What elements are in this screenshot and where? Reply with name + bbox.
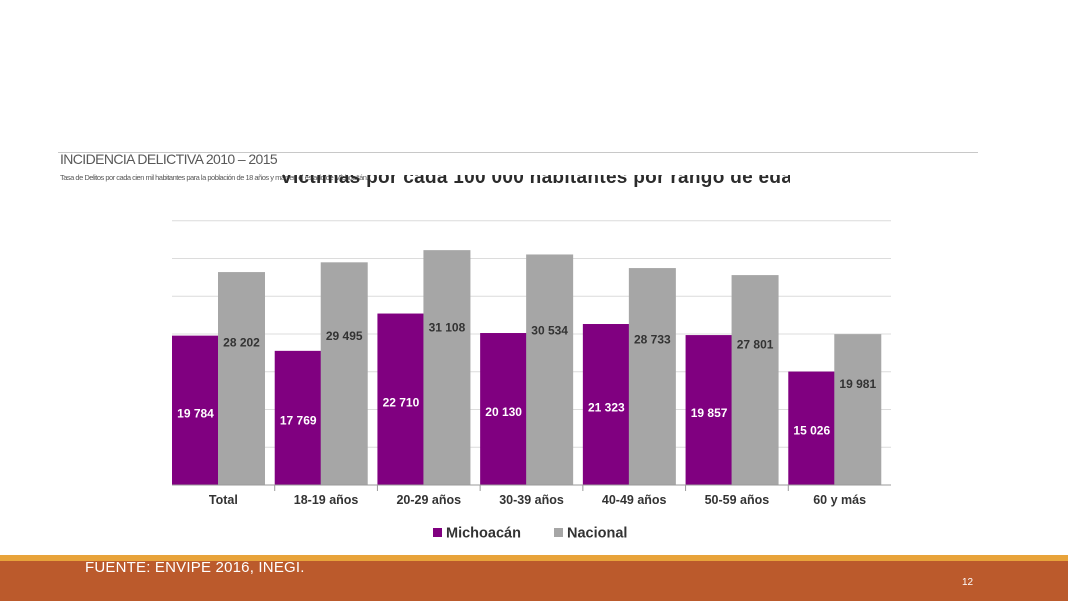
- bar-michoacan: [788, 371, 836, 485]
- x-tick-label: Total: [209, 493, 238, 507]
- bar-nacional: [834, 334, 882, 485]
- title-rule: [58, 152, 978, 153]
- bar-michoacan: [480, 333, 528, 485]
- bar-nacional: [423, 250, 471, 485]
- chart-data-labels: 19 784 28 202 17 769 29 495 22 710 31 108 20 1…: [177, 321, 876, 438]
- bar-nacional: [218, 272, 265, 485]
- bar-michoacan: [582, 324, 630, 485]
- legend-label: Michoacán: [446, 526, 521, 542]
- data-label: 20 130: [485, 405, 522, 419]
- chart-x-axis: Total 18-19 años 20-29 años 30-39 años 40-49…: [172, 484, 891, 507]
- bar-nacional: [526, 254, 574, 485]
- data-label: 28 733: [634, 333, 671, 347]
- legend-swatch: [433, 528, 442, 537]
- data-label: 19 981: [839, 377, 876, 391]
- data-label: 27 801: [737, 337, 774, 351]
- bar-nacional: [731, 275, 779, 485]
- legend-swatch: [554, 528, 563, 537]
- data-label: 30 534: [531, 324, 568, 338]
- bar-michoacan: [172, 335, 219, 485]
- x-tick-label: 18-19 años: [294, 493, 359, 507]
- x-tick-label: 50-59 años: [705, 493, 770, 507]
- data-label: 19 857: [691, 406, 728, 420]
- legend-label: Nacional: [567, 526, 627, 542]
- chart-title: Víctimas por cada 100 000 habitantes por…: [280, 175, 790, 188]
- chart-legend: Michoacán Nacional: [433, 526, 627, 542]
- x-tick-label: 40-49 años: [602, 493, 667, 507]
- bar-michoacan: [274, 350, 322, 485]
- data-label: 29 495: [326, 329, 363, 343]
- data-label: 31 108: [429, 321, 466, 335]
- data-label: 17 769: [280, 414, 317, 428]
- bar-michoacan: [377, 313, 425, 485]
- footer-accent-band: [0, 555, 1068, 561]
- data-label: 28 202: [223, 335, 260, 349]
- slide-title: INCIDENCIA DELICTIVA 2010 – 2015: [60, 151, 278, 167]
- page-number: 12: [962, 577, 974, 588]
- x-tick-label: 30-39 años: [499, 493, 564, 507]
- bar-michoacan: [685, 335, 733, 485]
- chart-bars: [172, 250, 882, 485]
- data-label: 21 323: [588, 401, 625, 415]
- x-tick-label: 20-29 años: [396, 493, 461, 507]
- data-label: 19 784: [177, 406, 214, 420]
- data-label: 22 710: [383, 396, 420, 410]
- x-tick-label: 60 y más: [813, 493, 866, 507]
- bar-nacional: [320, 262, 368, 485]
- slide-subtitle: Tasa de Delitos por cada cien mil habita…: [60, 173, 369, 182]
- footer-bar: [0, 561, 1068, 601]
- data-label: 15 026: [793, 424, 830, 438]
- source-note: FUENTE: ENVIPE 2016, INEGI.: [85, 559, 305, 576]
- bar-nacional: [628, 268, 676, 485]
